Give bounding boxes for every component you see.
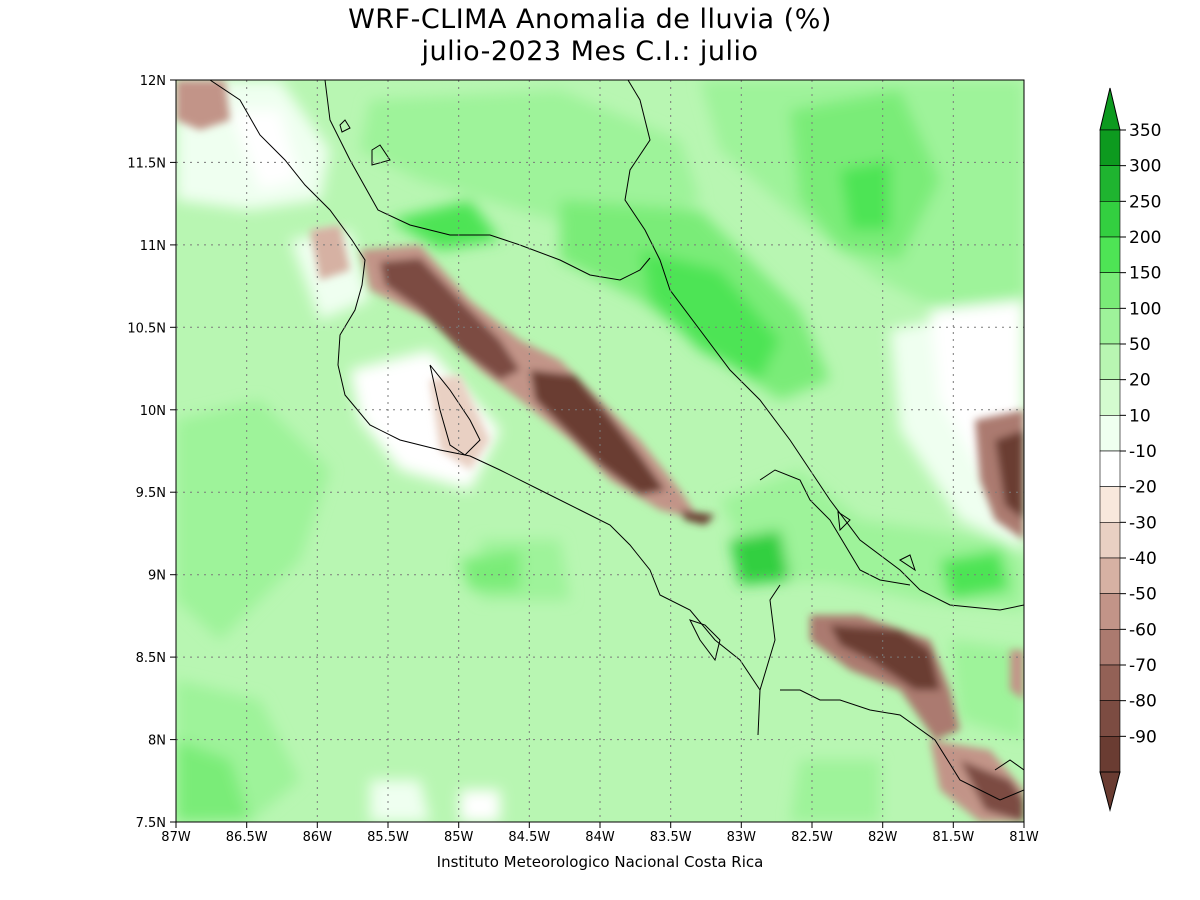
- colorbar-label: 250: [1129, 192, 1161, 212]
- colorbar-label: -30: [1129, 513, 1157, 533]
- y-tick-label: 8N: [148, 734, 166, 749]
- y-tick-label: 8.5N: [136, 651, 166, 666]
- y-tick-label: 10.5N: [127, 321, 166, 336]
- colorbar-label: -60: [1129, 620, 1157, 640]
- colorbar-segment: [1099, 129, 1121, 166]
- coastline: [209, 80, 1024, 801]
- map-title: WRF-CLIMA Anomalia de lluvia (%): [348, 4, 832, 35]
- colorbar-top-arrow: [1099, 87, 1121, 131]
- y-tick-label: 9.5N: [136, 486, 166, 501]
- credit-text: Instituto Meteorologico Nacional Costa R…: [436, 853, 764, 871]
- x-tick-label: 87W: [161, 830, 191, 845]
- y-axis-labels: 7.5N 8N 8.5N 9N 9.5N 10N 10.5N 11N 11.5N…: [127, 74, 166, 831]
- colorbar-label: 10: [1129, 406, 1151, 426]
- x-tick-label: 82.5W: [791, 830, 833, 845]
- x-tick-label: 81.5W: [932, 830, 974, 845]
- colorbar-segment: [1099, 165, 1121, 202]
- y-tick-label: 12N: [140, 74, 166, 89]
- colorbar-label: -70: [1129, 656, 1157, 676]
- colorbar-segment: [1099, 450, 1121, 487]
- colorbar-label: -10: [1129, 442, 1157, 462]
- colorbar-label: -50: [1129, 585, 1157, 605]
- x-tick-label: 84.5W: [508, 830, 550, 845]
- colorbar-label: 350: [1129, 121, 1161, 141]
- colorbar-segment: [1099, 593, 1121, 630]
- x-tick-label: 84W: [585, 830, 615, 845]
- colorbar-segment: [1099, 700, 1121, 737]
- map-subtitle: julio-2023 Mes C.I.: julio: [421, 36, 759, 67]
- colorbar-segment: [1099, 486, 1121, 523]
- colorbar-segment: [1099, 236, 1121, 273]
- x-axis-labels: 87W 86.5W 86W 85.5W 85W 84.5W 84W 83.5W …: [161, 830, 1039, 845]
- x-tick-label: 85W: [444, 830, 474, 845]
- colorbar-label: -40: [1129, 549, 1157, 569]
- x-tick-label: 85.5W: [367, 830, 409, 845]
- colorbar-bottom-arrow: [1099, 771, 1121, 812]
- x-tick-label: 83W: [727, 830, 757, 845]
- colorbar-label: 50: [1129, 335, 1151, 355]
- axis-ticks: [170, 79, 1025, 828]
- y-tick-label: 11.5N: [127, 156, 166, 171]
- colorbar-segment: [1099, 201, 1121, 238]
- x-tick-label: 82W: [868, 830, 898, 845]
- colorbar-label: 300: [1129, 157, 1161, 177]
- x-tick-label: 81W: [1009, 830, 1039, 845]
- colorbar-segment: [1099, 415, 1121, 452]
- colorbar-label: 20: [1129, 371, 1151, 391]
- x-tick-label: 86.5W: [226, 830, 268, 845]
- colorbar-segment: [1099, 272, 1121, 309]
- colorbar-segment: [1099, 629, 1121, 666]
- colorbar-segment: [1099, 308, 1121, 345]
- colorbar-label: -80: [1129, 692, 1157, 712]
- grid-lines: [176, 80, 1024, 822]
- colorbar-label: -90: [1129, 727, 1157, 747]
- colorbar-label: -20: [1129, 478, 1157, 498]
- colorbar-segment: [1099, 343, 1121, 380]
- colorbar-label: 100: [1129, 299, 1161, 319]
- colorbar: 350 300 250 200 150 100 50 20 10 -10 -20 -30 -40 -50 -…: [1099, 87, 1161, 812]
- colorbar-segment: [1099, 379, 1121, 416]
- colorbar-segment: [1099, 736, 1121, 773]
- x-tick-label: 83.5W: [650, 830, 692, 845]
- y-tick-label: 9N: [148, 569, 166, 584]
- colorbar-label: 150: [1129, 264, 1161, 284]
- colorbar-segment: [1099, 557, 1121, 594]
- colorbar-segment: [1099, 522, 1121, 559]
- colorbar-label: 200: [1129, 228, 1161, 248]
- colorbar-segment: [1099, 664, 1121, 701]
- anomaly-field: [176, 80, 1024, 822]
- y-tick-label: 7.5N: [136, 816, 166, 831]
- y-tick-label: 11N: [140, 239, 166, 254]
- x-tick-label: 86W: [303, 830, 333, 845]
- y-tick-label: 10N: [140, 404, 166, 419]
